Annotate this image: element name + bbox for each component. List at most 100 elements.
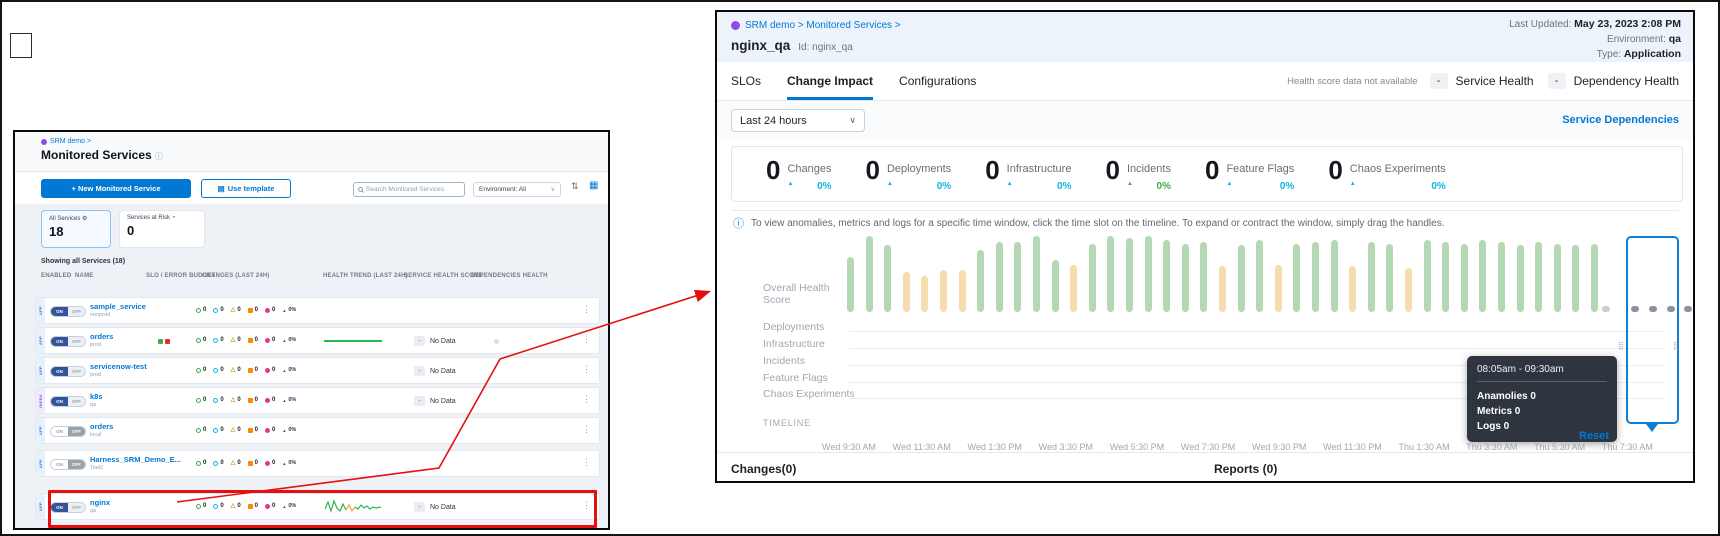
- health-score-bar[interactable]: [1498, 242, 1505, 312]
- service-name-link[interactable]: orders: [90, 332, 114, 341]
- health-score-bar[interactable]: [1144, 236, 1152, 312]
- service-health-score: - No Data: [414, 502, 456, 512]
- grid-view-icon[interactable]: ▦: [589, 180, 599, 191]
- health-score-bar[interactable]: [1237, 245, 1245, 312]
- breadcrumb-text[interactable]: SRM demo >: [50, 138, 92, 145]
- health-score-bar[interactable]: [1553, 244, 1561, 312]
- row-menu-icon[interactable]: ⋮: [582, 394, 591, 404]
- chaos-icon: [265, 367, 270, 373]
- row-menu-icon[interactable]: ⋮: [582, 500, 591, 510]
- row-menu-icon[interactable]: ⋮: [582, 364, 591, 374]
- health-score-bar[interactable]: [995, 242, 1003, 312]
- use-template-button[interactable]: ▤ Use template: [201, 179, 291, 198]
- selection-pointer-icon: [1646, 424, 1658, 432]
- breadcrumb-text[interactable]: SRM demo > Monitored Services >: [745, 20, 901, 31]
- health-score-bar[interactable]: [1460, 244, 1468, 312]
- health-score-bar[interactable]: [1405, 268, 1412, 312]
- service-enabled-toggle[interactable]: ON OFF: [50, 336, 86, 347]
- row-menu-icon[interactable]: ⋮: [582, 304, 591, 314]
- drag-handle-right-icon[interactable]: ⣿: [1673, 341, 1679, 350]
- health-score-bar[interactable]: [977, 250, 985, 312]
- row-menu-icon[interactable]: ⋮: [582, 457, 591, 467]
- time-window-selection[interactable]: [1626, 236, 1679, 424]
- reset-link[interactable]: Reset: [1579, 430, 1609, 442]
- health-score-bar[interactable]: [1014, 242, 1022, 312]
- service-row-orders[interactable]: APP ON OFF orders prod 0 0 △ 0 0 0 ▲ 0%: [35, 327, 600, 354]
- service-row-orders[interactable]: APP ON OFF orders local 0 0 △ 0 0 0 ▲ 0%: [35, 417, 600, 444]
- detail-breadcrumb[interactable]: SRM demo > Monitored Services >: [731, 20, 901, 31]
- health-score-bar[interactable]: [1367, 242, 1375, 312]
- service-row-k8s[interactable]: INFRA ON OFF k8s qa 0 0 △ 0 0 0 ▲ 0% - No: [35, 387, 600, 414]
- health-score-bar[interactable]: [1479, 240, 1487, 312]
- new-monitored-service-button[interactable]: + New Monitored Service: [41, 179, 191, 198]
- health-score-bar[interactable]: [1423, 240, 1431, 312]
- search-input[interactable]: [366, 186, 460, 193]
- sort-icon[interactable]: ⇅: [571, 181, 579, 191]
- services-at-risk-card[interactable]: Services at Risk ◔ 0: [119, 210, 205, 248]
- reports-tab[interactable]: Reports (0): [1214, 462, 1278, 476]
- drag-handle-left-icon[interactable]: ⣿: [1618, 341, 1624, 350]
- health-score-bar[interactable]: [1330, 240, 1338, 312]
- axis-tick-label: Wed 5:30 PM: [1109, 442, 1165, 452]
- metric: 0 Infrastructure ▲ 0%: [985, 157, 1071, 192]
- service-name-link[interactable]: nginx: [90, 498, 110, 507]
- health-score-bar[interactable]: [1163, 240, 1171, 312]
- health-trend-sparkline: [324, 456, 386, 472]
- search-box[interactable]: [353, 182, 465, 197]
- tab-slos[interactable]: SLOs: [731, 74, 762, 88]
- health-score-bar[interactable]: [1274, 265, 1282, 312]
- health-score-bar[interactable]: [1293, 244, 1301, 312]
- all-services-card[interactable]: All Services ⚙ 18: [41, 210, 111, 248]
- tab-change-impact[interactable]: Change Impact: [787, 62, 874, 100]
- feature-flag-icon: [247, 503, 253, 509]
- health-score-bar[interactable]: [884, 245, 892, 312]
- service-enabled-toggle[interactable]: ON OFF: [50, 459, 86, 470]
- health-score-bar[interactable]: [902, 272, 910, 312]
- health-score-bar[interactable]: [1200, 242, 1208, 312]
- service-enabled-toggle[interactable]: ON OFF: [50, 306, 86, 317]
- health-score-bar[interactable]: [1349, 266, 1357, 312]
- row-menu-icon[interactable]: ⋮: [582, 424, 591, 434]
- metric-value: 0: [766, 154, 781, 185]
- health-score-bar[interactable]: [958, 270, 966, 312]
- health-score-bar[interactable]: [1033, 236, 1040, 312]
- left-breadcrumb[interactable]: SRM demo >: [41, 138, 91, 145]
- changes-tab[interactable]: Changes(0): [731, 462, 797, 476]
- time-range-select[interactable]: Last 24 hours ∨: [731, 109, 865, 132]
- service-name-link[interactable]: Harness_SRM_Demo_E...: [90, 455, 181, 464]
- service-name-link[interactable]: servicenow-test: [90, 362, 147, 371]
- health-score-bar[interactable]: [1070, 265, 1078, 312]
- service-row-servicenow-test[interactable]: APP ON OFF servicenow-test prod 0 0 △ 0 0 …: [35, 357, 600, 384]
- health-score-bar[interactable]: [1051, 260, 1059, 312]
- health-score-bar[interactable]: [847, 257, 854, 312]
- service-enabled-toggle[interactable]: ON OFF: [50, 426, 86, 437]
- health-score-bar[interactable]: [1572, 245, 1580, 312]
- health-score-bar[interactable]: [940, 270, 947, 312]
- tab-configurations[interactable]: Configurations: [899, 74, 977, 88]
- service-name-link[interactable]: sample_service: [90, 302, 146, 311]
- health-score-bar[interactable]: [1516, 245, 1524, 312]
- health-score-bar[interactable]: [865, 236, 873, 312]
- health-score-bar[interactable]: [1107, 236, 1115, 312]
- health-score-bar[interactable]: [1386, 244, 1394, 312]
- health-score-bar[interactable]: [1535, 242, 1543, 312]
- health-score-bar[interactable]: [1219, 266, 1226, 312]
- health-score-bar[interactable]: [1181, 244, 1189, 312]
- health-score-bar[interactable]: [1126, 238, 1133, 312]
- service-row-sample-service[interactable]: APP ON OFF sample_service nonprod 0 0 △ 0 …: [35, 297, 600, 324]
- environment-filter[interactable]: Environment: All ∨: [473, 182, 561, 197]
- health-score-bar[interactable]: [1312, 242, 1319, 312]
- service-name-link[interactable]: k8s: [90, 392, 103, 401]
- service-name-link[interactable]: orders: [90, 422, 114, 431]
- row-menu-icon[interactable]: ⋮: [582, 334, 591, 344]
- filter-row: Last 24 hours ∨ Service Dependencies: [717, 101, 1693, 140]
- health-score-bar[interactable]: [1256, 240, 1264, 312]
- health-score-bar[interactable]: [1442, 242, 1450, 312]
- service-enabled-toggle[interactable]: ON OFF: [50, 396, 86, 407]
- health-score-bar[interactable]: [1591, 244, 1598, 312]
- service-row-harness-srm-demo-e-[interactable]: APP ON OFF Harness_SRM_Demo_E... Test2 0 …: [35, 450, 600, 477]
- service-enabled-toggle[interactable]: ON OFF: [50, 366, 86, 377]
- health-score-bar[interactable]: [921, 276, 929, 312]
- service-dependencies-link[interactable]: Service Dependencies: [1562, 114, 1679, 126]
- health-score-bar[interactable]: [1088, 244, 1096, 312]
